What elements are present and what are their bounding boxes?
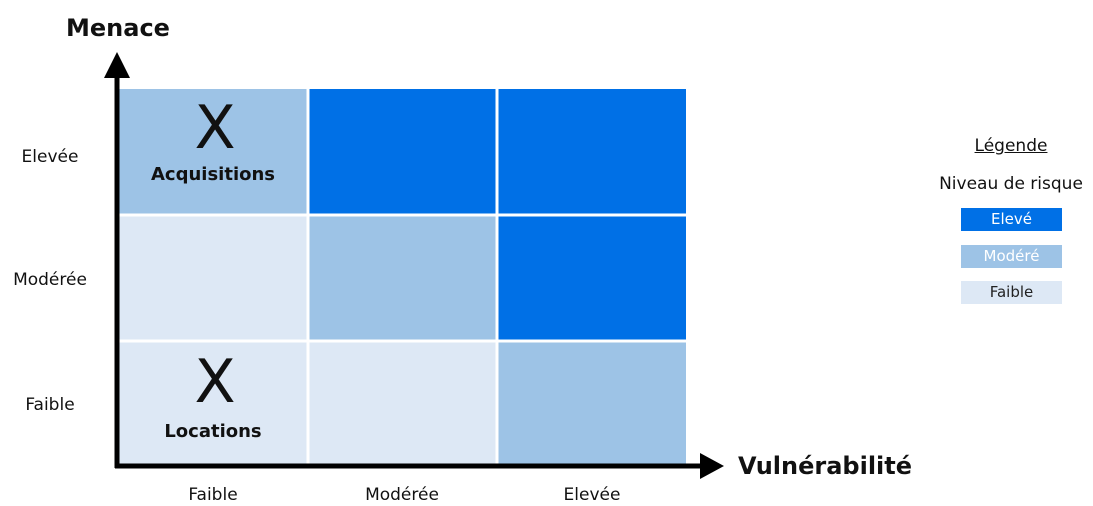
matrix-cell-2-2 [498,342,686,467]
marker-label-locations: Locations [164,421,262,442]
matrix-cell-0-1 [309,89,496,214]
legend-item-modere: Modéré [961,245,1062,268]
x-axis-title: Vulnérabilité [738,452,913,480]
x-tick-faible: Faible [188,485,238,505]
matrix-cell-2-0 [119,342,307,467]
legend-item-faible: Faible [961,281,1062,304]
matrix-cell-1-2 [498,216,686,340]
matrix-cell-2-1 [309,342,496,467]
matrix-cell-0-2 [498,89,686,214]
cross-marker-acquisitions: X [194,93,236,163]
marker-label-acquisitions: Acquisitions [150,164,276,185]
legend-title: Légende [974,136,1048,156]
matrix-cell-0-0 [119,89,307,214]
x-tick-moderee: Modérée [365,485,439,505]
x-tick-elevee: Elevée [563,485,621,505]
y-axis-arrow-icon [104,52,130,78]
matrix-cell-1-1 [309,216,496,340]
legend-item-eleve: Elevé [961,208,1062,231]
legend-subtitle: Niveau de risque [939,174,1083,194]
matrix-cell-1-0 [119,216,307,340]
cross-marker-locations: X [194,347,236,417]
y-tick-moderee: Modérée [13,270,87,290]
y-tick-elevee: Elevée [21,147,79,167]
y-tick-faible: Faible [25,395,75,415]
y-axis-title: Menace [66,14,170,42]
x-axis-arrow-icon [700,453,724,479]
